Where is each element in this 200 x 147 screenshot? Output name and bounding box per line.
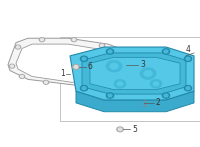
Circle shape bbox=[186, 57, 190, 60]
Circle shape bbox=[39, 38, 45, 42]
Polygon shape bbox=[90, 57, 180, 90]
Circle shape bbox=[114, 79, 126, 88]
Circle shape bbox=[83, 82, 89, 86]
Circle shape bbox=[164, 50, 168, 53]
Circle shape bbox=[41, 39, 43, 41]
Circle shape bbox=[85, 83, 87, 85]
Polygon shape bbox=[8, 38, 136, 85]
Circle shape bbox=[108, 94, 112, 97]
Circle shape bbox=[129, 67, 131, 69]
Circle shape bbox=[119, 77, 121, 79]
Text: 6: 6 bbox=[88, 62, 93, 71]
Circle shape bbox=[106, 60, 122, 72]
Circle shape bbox=[99, 44, 105, 47]
Circle shape bbox=[17, 46, 19, 48]
Circle shape bbox=[82, 57, 86, 60]
Polygon shape bbox=[76, 91, 194, 112]
Circle shape bbox=[162, 49, 170, 54]
Circle shape bbox=[71, 38, 77, 42]
Circle shape bbox=[186, 87, 190, 90]
Polygon shape bbox=[16, 44, 126, 82]
Circle shape bbox=[125, 53, 127, 55]
Circle shape bbox=[80, 56, 88, 61]
Circle shape bbox=[144, 70, 152, 77]
Circle shape bbox=[101, 45, 103, 47]
Circle shape bbox=[117, 127, 123, 132]
Circle shape bbox=[43, 80, 49, 84]
Circle shape bbox=[150, 79, 162, 88]
Circle shape bbox=[45, 81, 47, 83]
Circle shape bbox=[164, 94, 168, 97]
Circle shape bbox=[21, 75, 23, 77]
Circle shape bbox=[108, 50, 112, 53]
Circle shape bbox=[117, 76, 123, 80]
Circle shape bbox=[162, 93, 170, 98]
Circle shape bbox=[110, 63, 118, 69]
Circle shape bbox=[117, 82, 123, 86]
Circle shape bbox=[118, 128, 122, 131]
Circle shape bbox=[106, 49, 114, 54]
Circle shape bbox=[127, 66, 133, 70]
Polygon shape bbox=[82, 53, 186, 94]
Circle shape bbox=[82, 87, 86, 90]
Circle shape bbox=[140, 68, 156, 79]
Text: 2: 2 bbox=[156, 98, 161, 107]
Text: 4: 4 bbox=[186, 45, 191, 55]
Circle shape bbox=[106, 93, 114, 98]
Circle shape bbox=[73, 39, 75, 41]
Circle shape bbox=[184, 86, 192, 91]
Bar bbox=[60, 37, 200, 121]
Text: 5: 5 bbox=[132, 125, 137, 134]
Text: 1: 1 bbox=[60, 69, 65, 78]
Circle shape bbox=[15, 45, 21, 49]
Polygon shape bbox=[70, 47, 194, 100]
Circle shape bbox=[19, 75, 25, 78]
Circle shape bbox=[123, 52, 129, 56]
Circle shape bbox=[9, 64, 15, 68]
Circle shape bbox=[11, 65, 13, 67]
Circle shape bbox=[73, 65, 79, 69]
Circle shape bbox=[74, 66, 78, 68]
Circle shape bbox=[80, 86, 88, 91]
Circle shape bbox=[153, 82, 159, 86]
Circle shape bbox=[184, 56, 192, 61]
Text: 3: 3 bbox=[140, 60, 145, 69]
